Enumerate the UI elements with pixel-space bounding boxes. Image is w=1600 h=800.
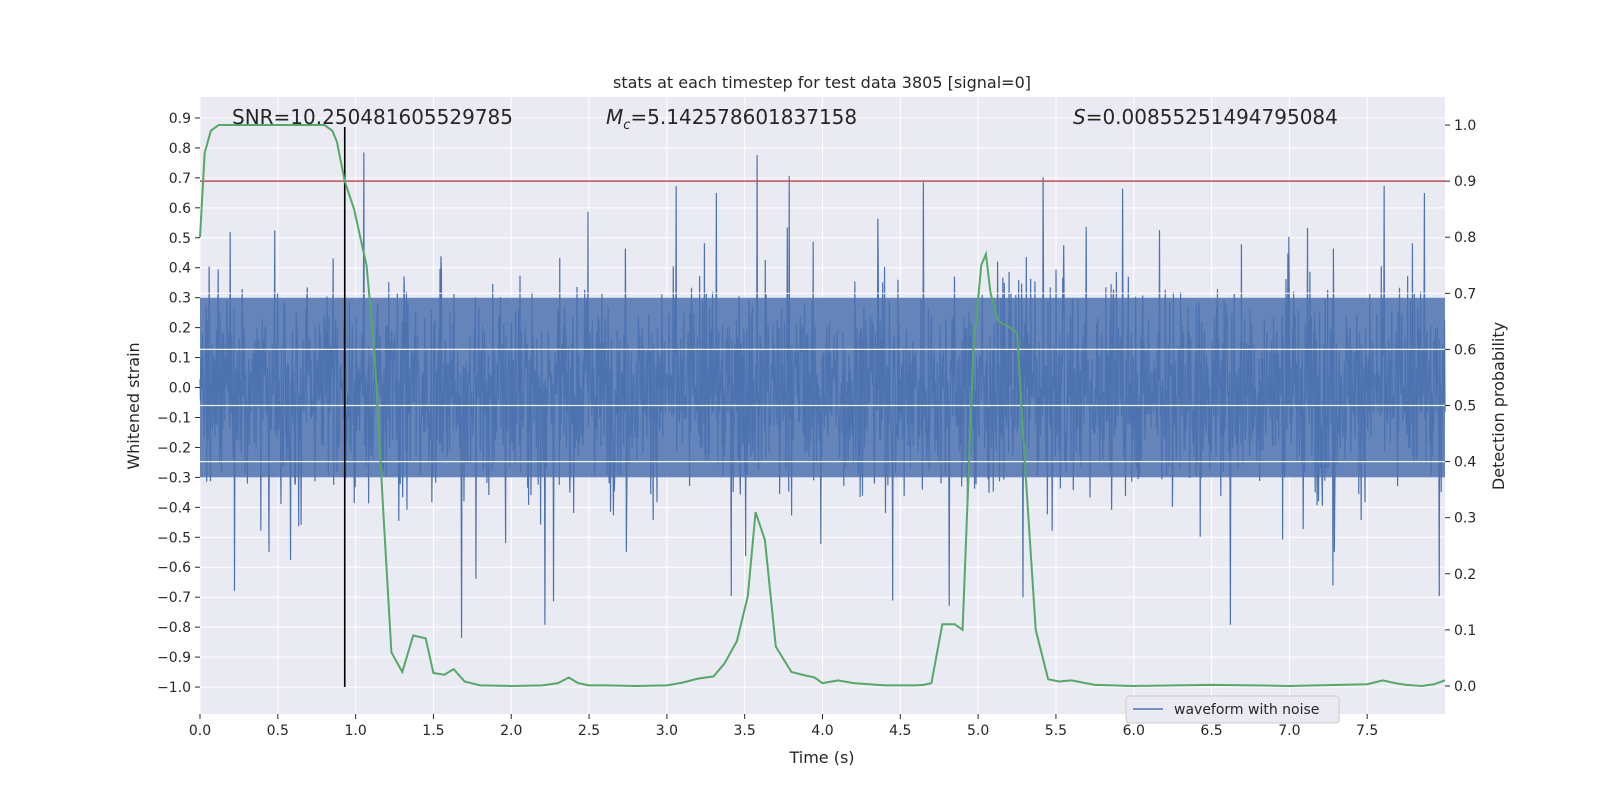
x-tick-label: 7.0: [1278, 723, 1300, 739]
x-tick-label: 3.0: [656, 723, 678, 739]
y-left-tick-label: −0.7: [157, 590, 191, 606]
y-left-tick-label: −0.9: [157, 650, 191, 666]
legend-box: [1125, 695, 1340, 724]
waveform-series: [199, 152, 1446, 638]
y-right-tick-label: 0.4: [1454, 455, 1476, 471]
y-left-tick-label: −1.0: [157, 680, 191, 696]
waveform-core-band: [200, 297, 1445, 478]
legend-waveform-label: waveform with noise: [1174, 702, 1319, 718]
chart-title: stats at each timestep for test data 380…: [613, 73, 1031, 92]
probability-line: [199, 124, 1446, 687]
s-value: =0.00855251494795084: [1086, 105, 1338, 129]
y-right-tick-label: 0.3: [1454, 511, 1476, 527]
y-left-tick-label: −0.6: [157, 560, 191, 576]
x-tick-label: 4.5: [889, 723, 911, 739]
x-tick-label: 0.0: [189, 723, 211, 739]
overlay-layer: [200, 126, 1445, 688]
y-left-tick-label: 0.2: [169, 321, 191, 337]
y-left-tick-label: 0.0: [169, 381, 191, 397]
chirp-mass-value: =5.142578601837158: [630, 105, 857, 129]
x-tick-label: 6.5: [1200, 723, 1222, 739]
y-left-tick-label: −0.8: [157, 620, 191, 636]
x-tick-label: 1.0: [344, 723, 366, 739]
chirp-mass-symbol: M: [606, 105, 623, 129]
y-left-tick-label: 0.9: [169, 111, 191, 127]
y-left-tick-label: 0.1: [169, 351, 191, 367]
y-right-tick-label: 1.0: [1454, 118, 1476, 134]
x-tick-label: 1.5: [422, 723, 444, 739]
y-right-tick-label: 0.9: [1454, 174, 1476, 190]
axes: 0.0 0.5 1.0 1.5 2.0 2.5 3.0 3.5 4.0 4.5 5.0 5.5 6.0 6…: [157, 111, 1476, 739]
y-right-tick-label: 0.6: [1454, 342, 1476, 358]
y-left-tick-label: −0.2: [157, 440, 191, 456]
chirp-mass-annotation: Mc=5.142578601837158: [606, 105, 857, 133]
y-right-tick-label: 0.8: [1454, 230, 1476, 246]
y-axis-right-label: Detection probability: [1489, 322, 1508, 490]
y-right-tick-label: 0.2: [1454, 567, 1476, 583]
y-right-tick-label: 0.0: [1454, 679, 1476, 695]
x-tick-label: 0.5: [267, 723, 289, 739]
x-tick-label: 7.5: [1356, 723, 1378, 739]
y-left-tick-label: −0.3: [157, 470, 191, 486]
y-right-tick-label: 0.5: [1454, 399, 1476, 415]
y-left-tick-label: 0.6: [169, 201, 191, 217]
x-tick-label: 6.0: [1123, 723, 1145, 739]
probability-series: [199, 124, 1446, 687]
x-tick-label: 2.5: [578, 723, 600, 739]
x-axis-label: Time (s): [788, 748, 854, 767]
y-left-tick-label: 0.5: [169, 231, 191, 247]
legend: waveform with noise: [1125, 695, 1340, 724]
y-left-tick-label: 0.8: [169, 141, 191, 157]
y-axis-left-label: Whitened strain: [124, 342, 143, 469]
s-symbol: S: [1073, 105, 1086, 129]
x-tick-label: 5.0: [967, 723, 989, 739]
y-left-tick-label: −0.4: [157, 500, 191, 516]
chirp-mass-subscript: c: [623, 118, 630, 133]
y-left-tick-label: 0.3: [169, 291, 191, 307]
s-annotation: S=0.00855251494795084: [1073, 105, 1338, 129]
y-left-tick-label: −0.5: [157, 530, 191, 546]
y-left-tick-label: 0.4: [169, 261, 191, 277]
y-right-tick-label: 0.7: [1454, 286, 1476, 302]
y-left-tick-label: 0.7: [169, 171, 191, 187]
y-right-tick-label: 0.1: [1454, 623, 1476, 639]
x-tick-label: 3.5: [734, 723, 756, 739]
x-tick-label: 5.5: [1045, 723, 1067, 739]
x-tick-label: 4.0: [811, 723, 833, 739]
x-tick-label: 2.0: [500, 723, 522, 739]
snr-annotation: SNR=10.250481605529785: [232, 105, 513, 129]
y-left-tick-label: −0.1: [157, 410, 191, 426]
